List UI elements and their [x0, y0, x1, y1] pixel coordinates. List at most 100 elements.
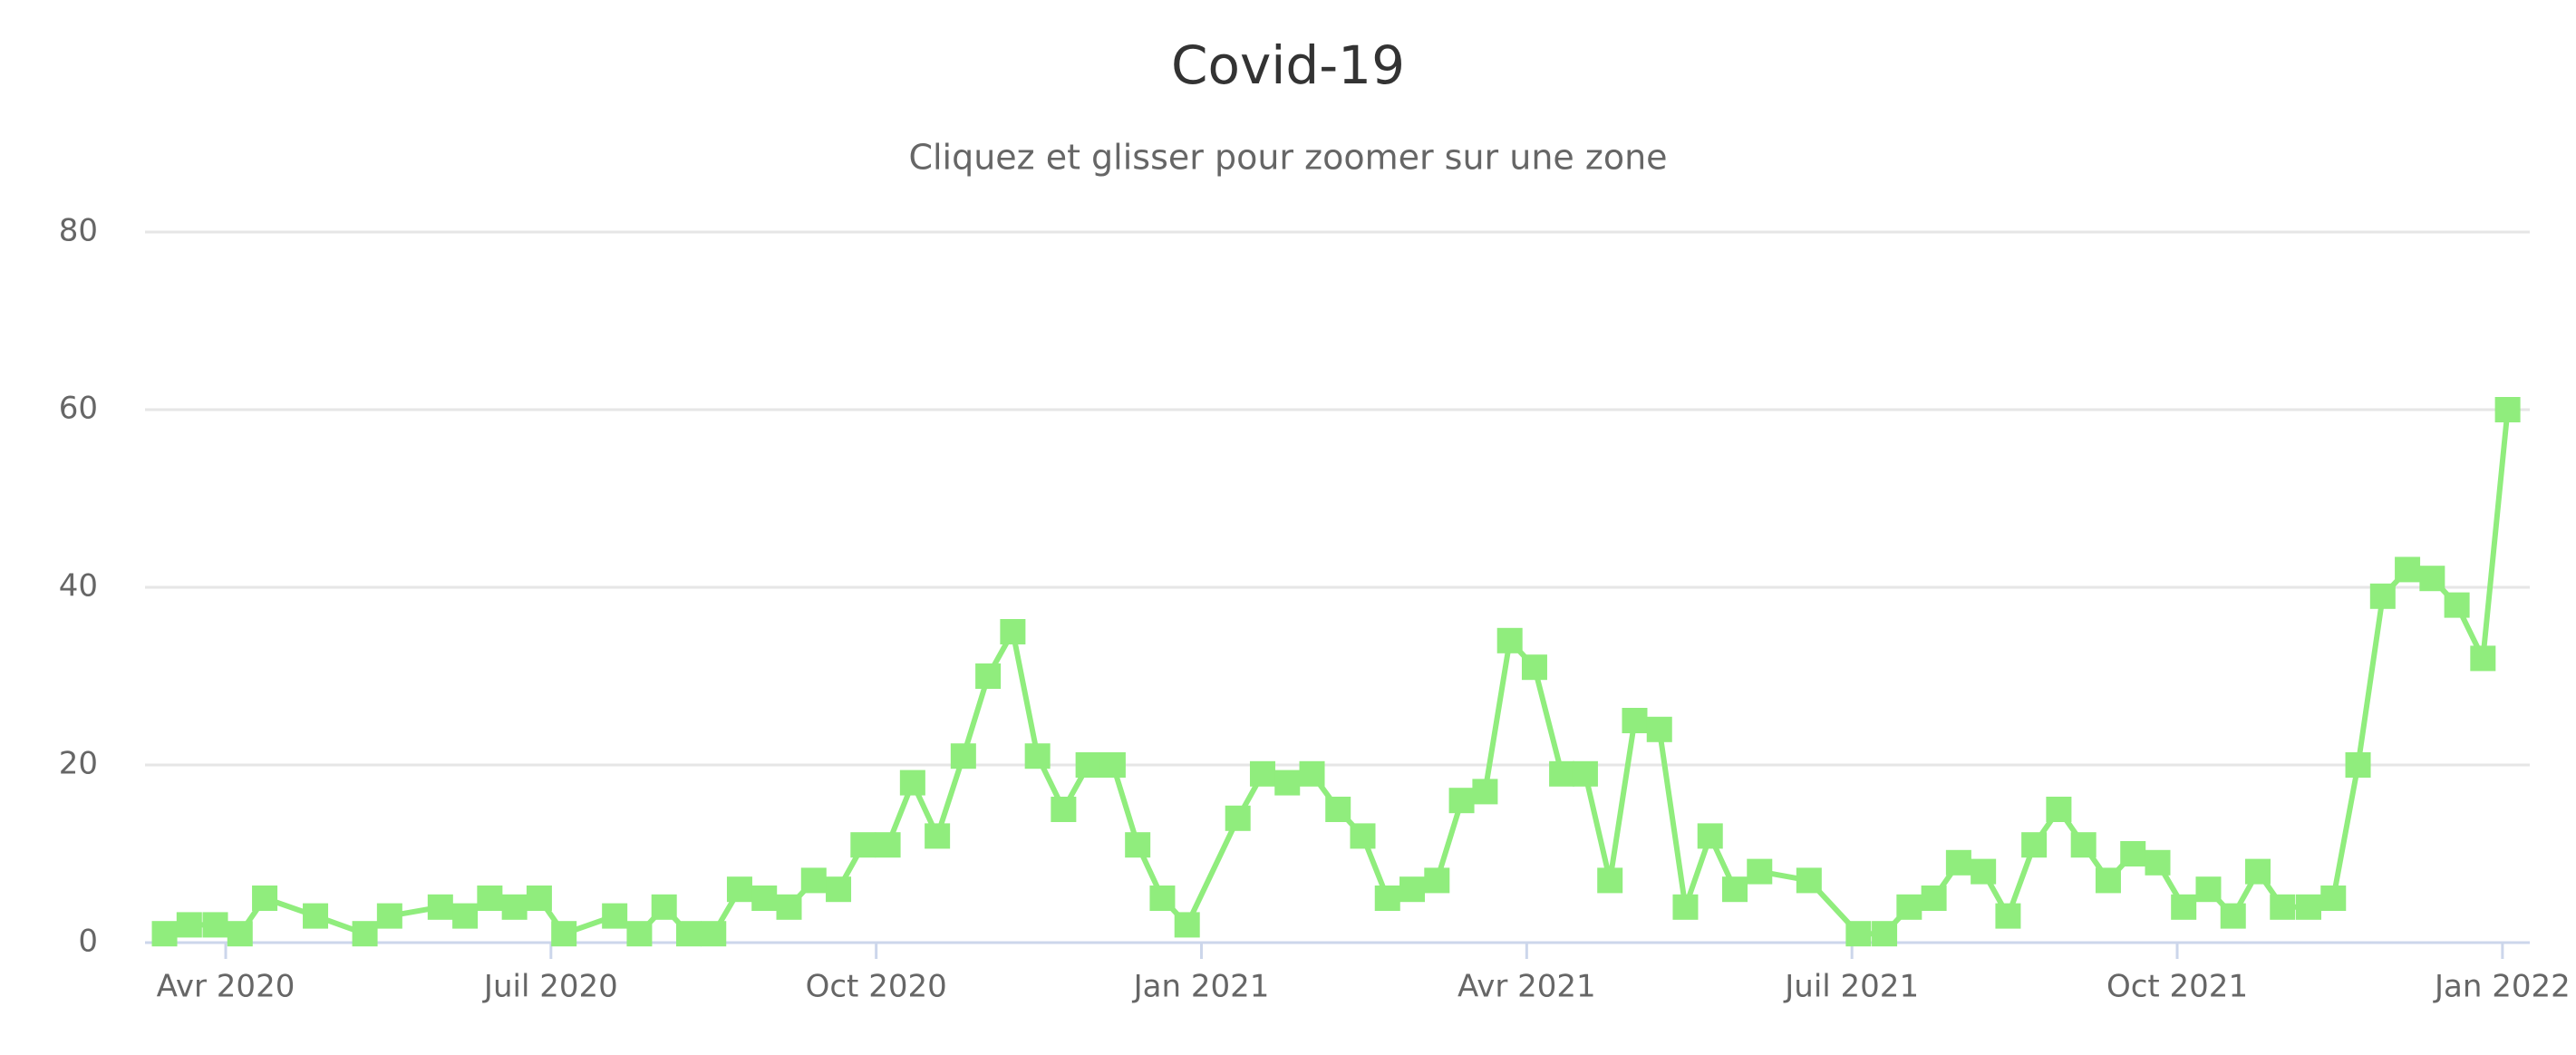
x-tick-label: Juil 2021: [1783, 969, 1919, 1005]
marker: [2270, 894, 2296, 920]
marker: [1796, 867, 1822, 894]
marker: [1496, 627, 1523, 653]
marker: [1472, 779, 1498, 805]
marker: [1125, 832, 1151, 858]
marker: [1024, 743, 1051, 769]
marker: [2120, 841, 2146, 866]
marker: [1149, 886, 1176, 911]
marker: [1099, 752, 1126, 778]
y-tick-label: 20: [59, 746, 98, 782]
marker: [1672, 894, 1699, 920]
marker: [899, 769, 925, 796]
x-tick-label: Avr 2020: [157, 969, 295, 1005]
marker: [202, 912, 228, 938]
marker: [1872, 921, 1898, 947]
x-tick-label: Jan 2022: [2433, 969, 2571, 1005]
marker: [850, 832, 876, 858]
marker: [1971, 858, 1997, 885]
marker: [751, 886, 778, 911]
x-tick-label: Oct 2021: [2106, 969, 2248, 1005]
marker: [1399, 876, 1426, 903]
y-tick-label: 60: [59, 391, 98, 427]
marker: [776, 894, 802, 920]
marker: [1225, 805, 1251, 831]
x-tick-label: Avr 2021: [1457, 969, 1596, 1005]
marker: [1697, 823, 1723, 849]
marker: [2295, 894, 2321, 920]
marker: [2220, 903, 2246, 929]
marker: [1424, 867, 1450, 894]
marker: [701, 921, 727, 947]
marker: [2419, 566, 2445, 592]
marker: [2444, 592, 2470, 618]
marker: [2245, 858, 2271, 885]
marker: [1374, 886, 1400, 911]
marker: [602, 903, 628, 929]
marker: [875, 832, 901, 858]
marker: [526, 886, 552, 911]
marker: [2395, 557, 2421, 583]
marker: [1521, 654, 1547, 681]
marker: [1000, 619, 1026, 644]
marker: [1646, 716, 1672, 742]
marker: [427, 894, 453, 920]
marker: [501, 894, 528, 920]
chart-title: Covid-19: [1171, 34, 1405, 96]
marker: [151, 921, 178, 947]
marker: [227, 921, 253, 947]
marker: [726, 876, 752, 903]
marker: [1075, 752, 1101, 778]
marker: [1597, 867, 1623, 894]
marker: [2494, 397, 2521, 422]
marker: [626, 921, 653, 947]
marker: [975, 663, 1002, 689]
marker: [452, 903, 479, 929]
marker: [1051, 797, 1077, 822]
marker: [651, 894, 677, 920]
marker: [1896, 894, 1922, 920]
marker: [1549, 760, 1575, 787]
x-tick-label: Juil 2020: [482, 969, 618, 1005]
marker: [551, 921, 577, 947]
marker: [800, 867, 827, 894]
y-tick-label: 0: [78, 924, 98, 960]
marker: [1622, 708, 1648, 733]
marker: [675, 921, 702, 947]
marker: [303, 903, 329, 929]
marker: [2021, 832, 2048, 858]
chart-subtitle: Cliquez et glisser pour zoomer sur une z…: [908, 138, 1667, 178]
marker: [950, 743, 976, 769]
marker: [352, 921, 378, 947]
marker: [1299, 760, 1325, 787]
marker: [1249, 760, 1275, 787]
marker: [2095, 867, 2121, 894]
marker: [2145, 849, 2171, 876]
marker: [2320, 886, 2347, 911]
marker: [1845, 921, 1872, 947]
marker: [2369, 583, 2396, 609]
marker: [252, 886, 278, 911]
marker: [376, 903, 402, 929]
marker: [1325, 797, 1351, 822]
marker: [1995, 903, 2021, 929]
marker: [477, 886, 503, 911]
y-tick-label: 40: [59, 568, 98, 605]
x-tick-label: Jan 2021: [1132, 969, 1270, 1005]
marker: [1722, 876, 1748, 903]
marker: [2195, 876, 2222, 903]
marker: [826, 876, 852, 903]
marker: [1572, 760, 1598, 787]
marker: [2070, 832, 2097, 858]
marker: [176, 912, 202, 938]
marker: [1174, 912, 1200, 938]
marker: [1350, 823, 1376, 849]
marker: [1945, 849, 1971, 876]
marker: [1274, 769, 1301, 796]
marker: [2345, 752, 2371, 778]
x-tick-label: Oct 2020: [806, 969, 947, 1005]
marker: [2046, 797, 2072, 822]
marker: [925, 823, 951, 849]
marker: [1448, 788, 1475, 814]
marker: [2171, 894, 2197, 920]
